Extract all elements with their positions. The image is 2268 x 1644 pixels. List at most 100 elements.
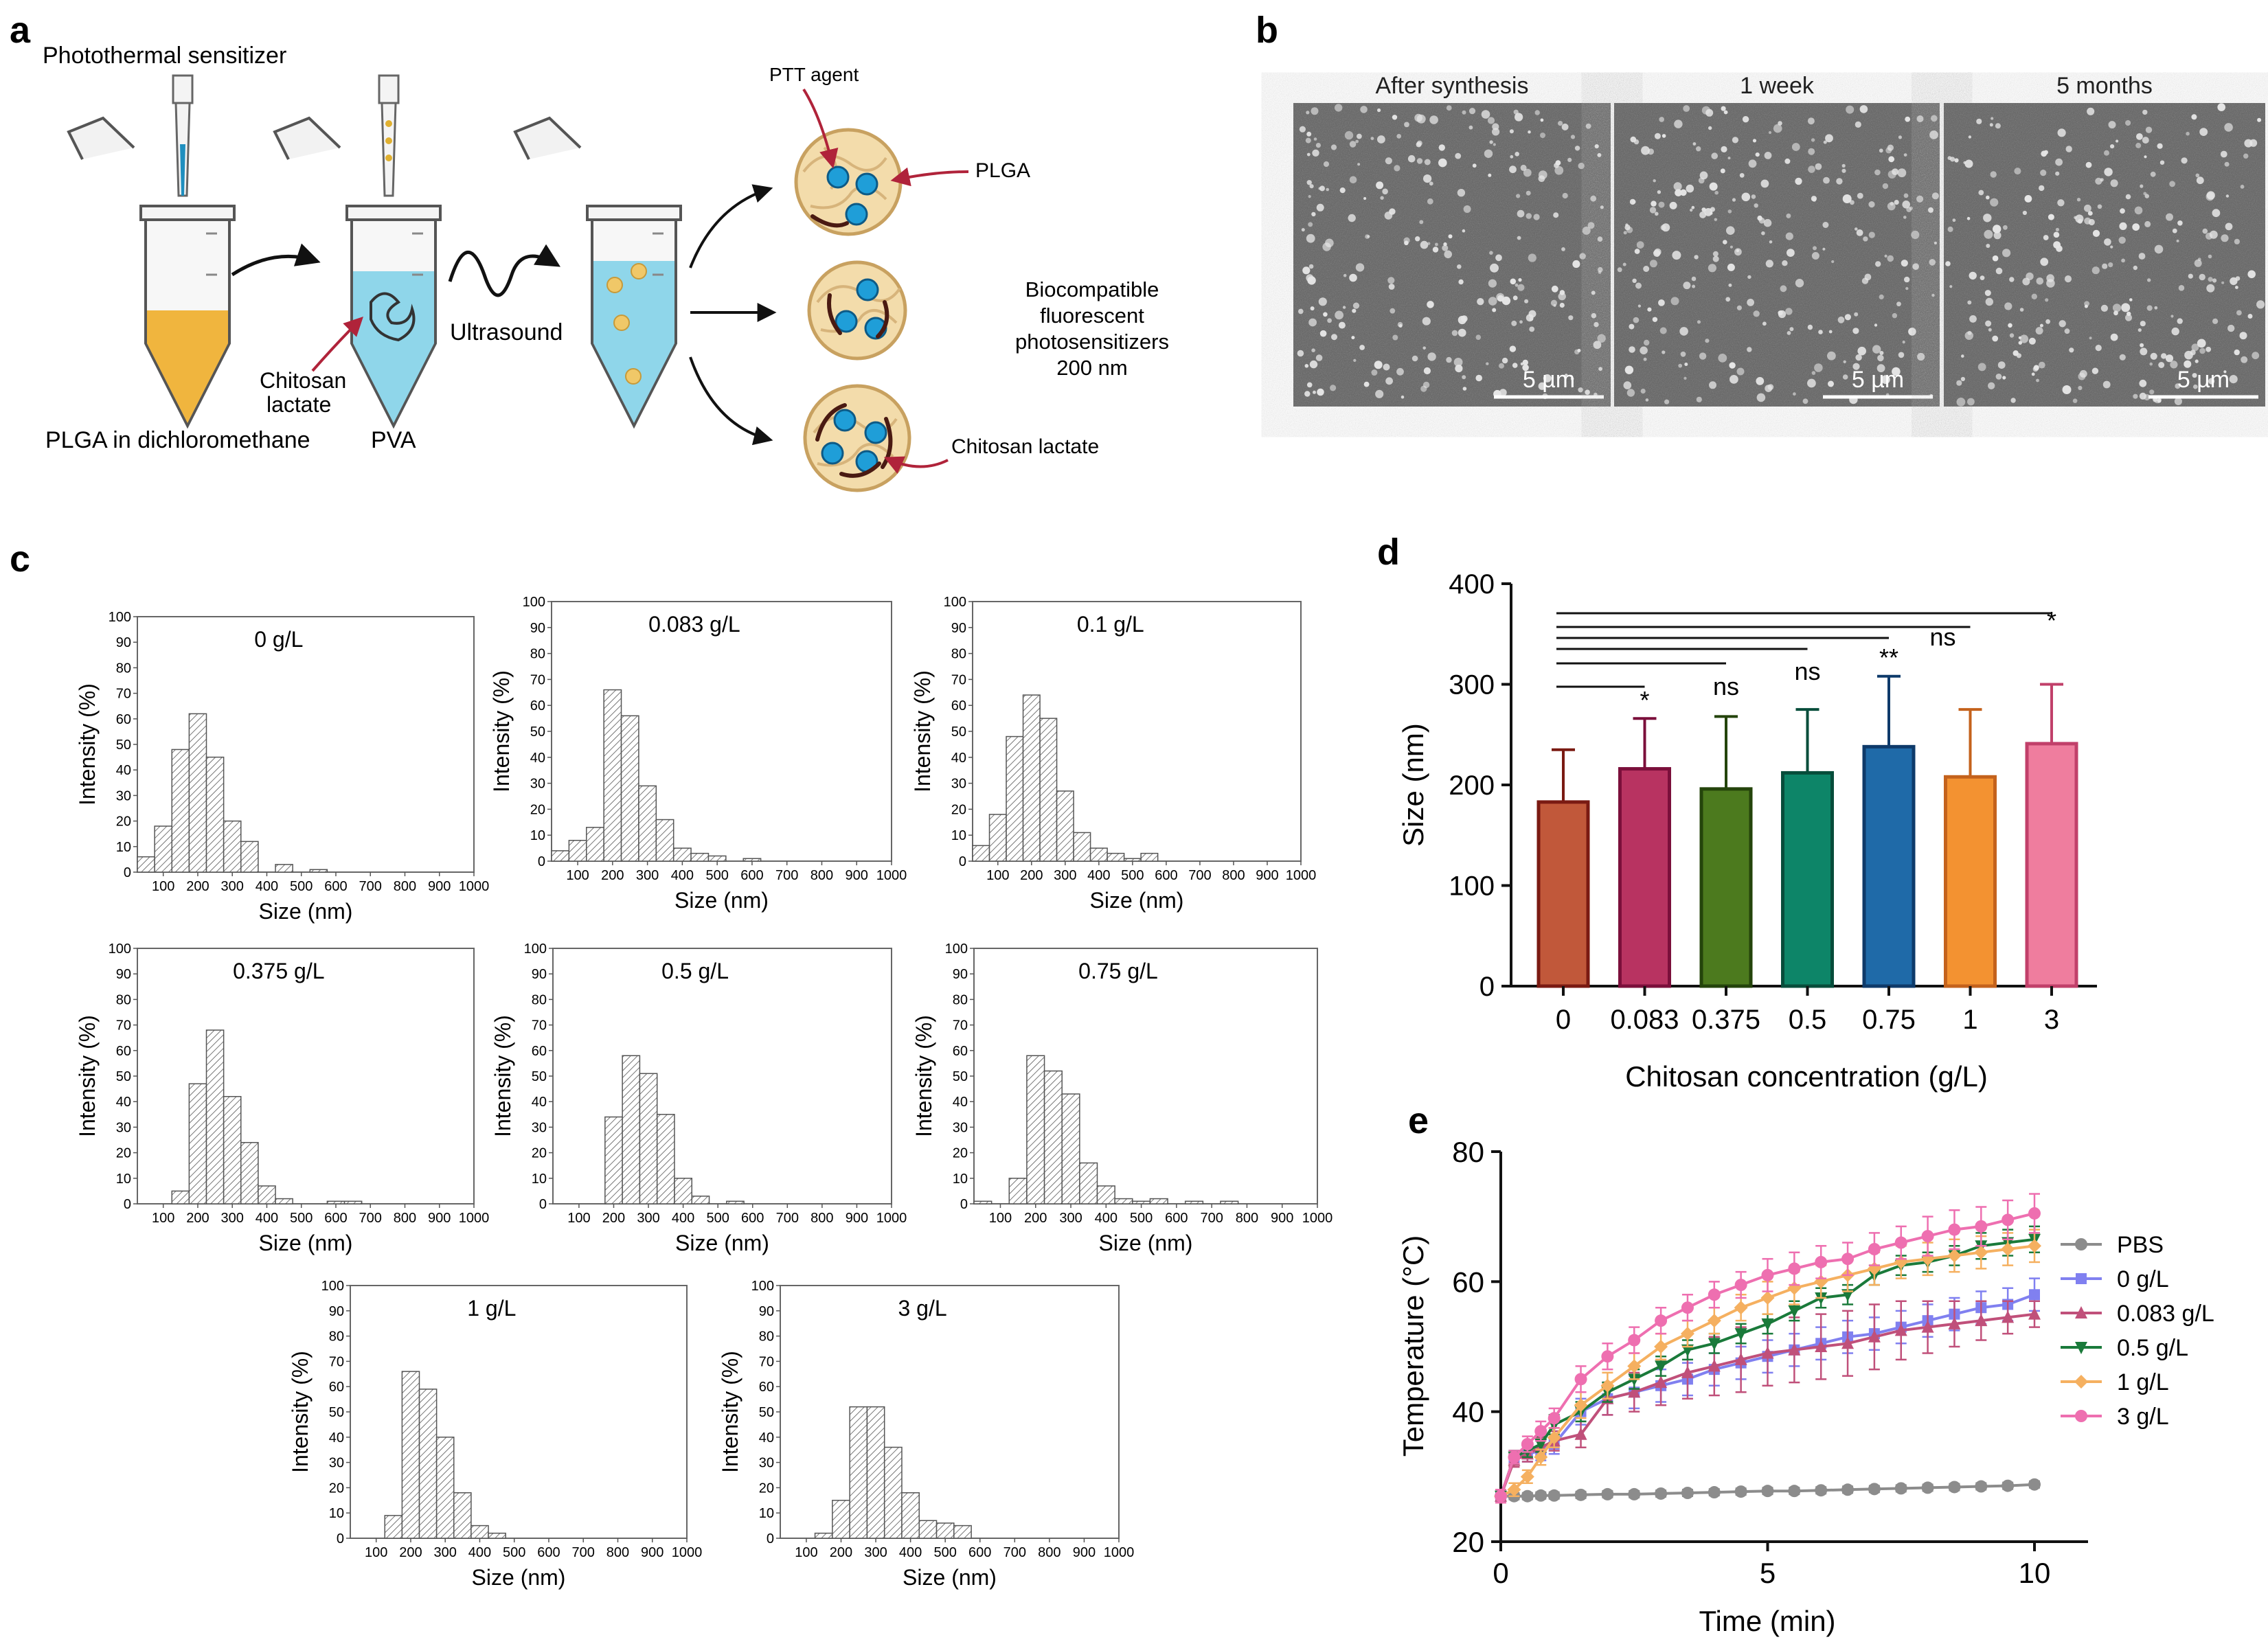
particle: [1909, 206, 1913, 210]
data-point: [1975, 1314, 1988, 1327]
particle: [2199, 273, 2205, 281]
particle: [2257, 117, 2262, 122]
particle: [2076, 198, 2081, 202]
particle: [1896, 301, 1901, 307]
histogram-bar: [972, 845, 990, 862]
data-point: [1521, 1489, 1534, 1503]
particle: [1598, 367, 1603, 372]
y-tick-label: 40: [530, 751, 545, 766]
histogram-bar: [1140, 852, 1159, 862]
particle: [1468, 125, 1473, 130]
particle: [1990, 171, 1997, 178]
particle: [1597, 152, 1602, 157]
particle: [1317, 388, 1324, 396]
particle: [2110, 333, 2118, 341]
data-point: [1628, 1487, 1641, 1500]
particle: [1509, 165, 1517, 174]
particle: [1522, 364, 1529, 372]
particle: [1446, 105, 1452, 111]
data-point: [1788, 1485, 1801, 1498]
x-tick-label: 300: [636, 868, 659, 883]
y-tick-label: 100: [524, 941, 547, 957]
plot-frame: [780, 1285, 1120, 1539]
particle: [1438, 158, 1447, 168]
particle: [1956, 380, 1962, 386]
particle: [1952, 218, 1956, 222]
particle: [1444, 250, 1452, 259]
histogram-title: 0.083 g/L: [648, 612, 740, 637]
particle: [1842, 194, 1852, 203]
particle: [1874, 169, 1881, 176]
particle: [1984, 229, 1993, 239]
particle: [2002, 376, 2006, 380]
particle: [1488, 279, 1497, 288]
y-tick-label: 40: [532, 1095, 547, 1110]
histogram-bar: [453, 1492, 472, 1539]
data-point: [1601, 1350, 1614, 1363]
particle: [2075, 214, 2084, 223]
histogram-bar: [1089, 847, 1108, 862]
particle: [1881, 375, 1890, 385]
particle: [2195, 173, 2200, 178]
data-point: [1534, 1450, 1548, 1464]
particle: [1882, 183, 1889, 190]
particle: [2127, 311, 2131, 317]
particle: [1729, 362, 1736, 369]
particle: [2074, 216, 2077, 219]
y-tick-label: 0: [960, 1197, 968, 1212]
bar: [1699, 787, 1753, 988]
particle: [1636, 241, 1644, 249]
plot-frame: [551, 601, 892, 862]
particle: [1756, 377, 1765, 385]
histogram-bar: [742, 858, 762, 862]
x-axis-label: Size (nm): [259, 899, 353, 924]
data-point: [1815, 1340, 1828, 1352]
particle: [2045, 298, 2049, 302]
particle: [1385, 377, 1393, 385]
x-tick-label: 0.375: [1692, 1005, 1760, 1035]
x-tick-label: 500: [503, 1545, 525, 1560]
particle: [1562, 192, 1568, 199]
particle: [1807, 378, 1816, 388]
y-tick-label: 30: [530, 777, 545, 792]
particle: [1903, 153, 1907, 157]
particle: [1633, 317, 1640, 323]
particle: [1754, 203, 1758, 208]
particle: [1462, 229, 1466, 233]
particle: [1857, 346, 1866, 356]
particle: [1302, 266, 1311, 275]
particle: [1319, 330, 1327, 337]
histogram-bar: [223, 820, 242, 873]
particle: [2019, 334, 2028, 343]
legend-label: 3 g/L: [2117, 1404, 2169, 1430]
y-tick-label: 60: [951, 698, 966, 713]
histogram-bar: [832, 1500, 850, 1539]
particle: [1894, 200, 1899, 205]
histogram-bar: [622, 1055, 641, 1205]
particle: [1416, 141, 1422, 148]
particle: [2140, 184, 2144, 188]
y-tick-label: 100: [109, 610, 131, 625]
significance-label: ns: [1929, 623, 1955, 651]
data-point: [1947, 1248, 1962, 1263]
particle: [1484, 149, 1493, 158]
particle: [1355, 263, 1365, 272]
particle: [1879, 294, 1884, 299]
particle: [1855, 227, 1858, 231]
data-point: [1681, 1487, 1694, 1499]
particle: [2192, 373, 2197, 378]
histogram-bar: [205, 1029, 225, 1205]
particle: [1752, 139, 1757, 143]
particle: [1822, 247, 1826, 251]
x-tick-label: 600: [324, 1211, 347, 1226]
y-tick-label: 100: [945, 941, 968, 957]
x-tick-label: 900: [428, 879, 451, 894]
particle: [1787, 249, 1795, 257]
particle: [1980, 275, 1985, 280]
x-tick-label: 100: [365, 1545, 387, 1560]
particle: [2208, 277, 2213, 282]
particle: [1673, 182, 1682, 191]
histogram-bar: [953, 1525, 972, 1539]
